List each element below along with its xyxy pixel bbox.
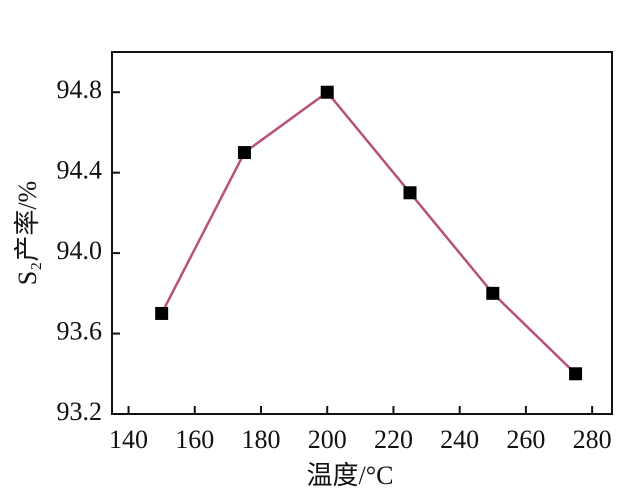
x-axis-label: 温度/°C [307, 461, 394, 490]
y-tick-label: 93.6 [57, 317, 103, 346]
plot-frame [111, 51, 613, 415]
data-point [569, 367, 583, 381]
x-tick-label: 280 [573, 425, 612, 454]
y-tick-label: 93.2 [57, 397, 103, 426]
data-point [403, 186, 417, 200]
x-tick-label: 160 [175, 425, 214, 454]
x-tick-label: 200 [308, 425, 347, 454]
data-point [486, 286, 500, 300]
x-tick-label: 240 [440, 425, 479, 454]
y-tick-label: 94.8 [57, 75, 103, 104]
x-tick-label: 260 [506, 425, 545, 454]
y-tick-label: 94.4 [57, 156, 103, 185]
series-line [160, 90, 577, 375]
y-axis-label: S₂产率/% [13, 181, 42, 285]
x-tick-label: 180 [242, 425, 281, 454]
data-point [320, 85, 334, 99]
data-point [155, 306, 169, 320]
x-tick-label: 220 [374, 425, 413, 454]
x-tick-label: 140 [109, 425, 148, 454]
y-tick-label: 94.0 [57, 236, 103, 265]
data-point [237, 146, 251, 160]
